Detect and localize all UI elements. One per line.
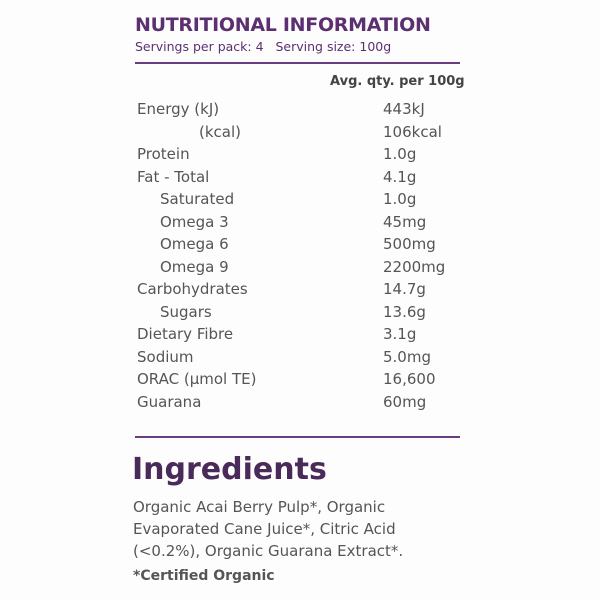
ingredients-heading: Ingredients: [132, 452, 327, 487]
row-label: Omega 9: [160, 257, 229, 276]
divider: [135, 436, 460, 438]
row-value: 2200mg: [383, 257, 446, 276]
column-header: Avg. qty. per 100g: [330, 74, 465, 89]
row-value: 45mg: [383, 212, 427, 231]
row-label: Dietary Fibre: [137, 325, 234, 343]
row-value: 16,600: [383, 370, 436, 388]
footnote: *Certified Organic: [133, 568, 275, 584]
ingredients-line: Organic Acai Berry Pulp*, Organic: [133, 498, 386, 516]
row-label: Omega 6: [160, 235, 229, 253]
row-value: 1.0g: [383, 190, 417, 208]
row-value: 443kJ: [383, 100, 425, 118]
row-label: Saturated: [160, 190, 235, 208]
title: NUTRITIONAL INFORMATION: [135, 14, 431, 36]
row-label: Protein: [137, 145, 190, 163]
row-value: 4.1g: [383, 167, 417, 186]
row-label: Sugars: [160, 302, 212, 321]
row-label: Sodium: [137, 347, 194, 366]
row-value: 60mg: [383, 392, 427, 411]
ingredients-line: (<0.2%), Organic Guarana Extract*.: [133, 542, 404, 560]
subtitle: Servings per pack: 4 Serving size: 100g: [135, 39, 392, 54]
row-value: 3.1g: [383, 325, 417, 343]
row-label: ORAC (µmol TE): [137, 370, 257, 388]
row-label: Fat - Total: [137, 167, 210, 186]
row-value: 1.0g: [383, 145, 417, 163]
row-value: 500mg: [383, 235, 436, 253]
row-value: 13.6g: [383, 302, 426, 321]
row-label: Guarana: [137, 392, 202, 411]
row-value: 14.7g: [383, 280, 426, 298]
row-label: Energy (kJ): [137, 100, 220, 118]
row-label: (kcal): [199, 122, 241, 141]
ingredients-line: Evaporated Cane Juice*, Citric Acid: [133, 520, 396, 538]
divider: [135, 62, 460, 64]
row-label: Omega 3: [160, 212, 229, 231]
row-label: Carbohydrates: [137, 280, 248, 298]
row-value: 5.0mg: [383, 347, 431, 366]
row-value: 106kcal: [383, 122, 442, 141]
